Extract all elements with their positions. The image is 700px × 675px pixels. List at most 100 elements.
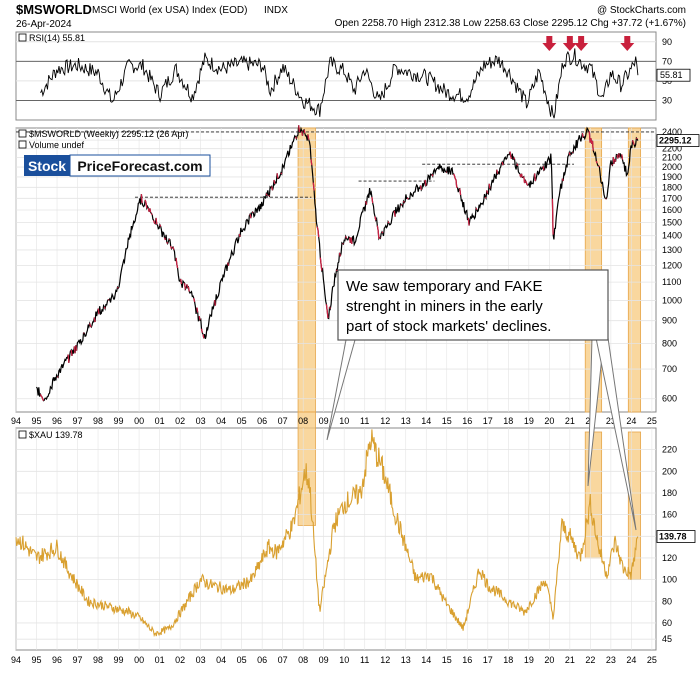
xau-x-tick-label: 00 bbox=[134, 655, 144, 665]
rsi-layer: 55.81 bbox=[40, 48, 691, 119]
xau-layer: 139.78 bbox=[15, 429, 696, 638]
price-y-tick-label: 900 bbox=[662, 316, 677, 326]
price-x-tick-label: 19 bbox=[524, 416, 534, 426]
price-x-tick-label: 95 bbox=[32, 416, 42, 426]
price-y-tick-label: 1300 bbox=[662, 245, 682, 255]
xau-x-tick-label: 12 bbox=[380, 655, 390, 665]
xau-x-tick-label: 19 bbox=[524, 655, 534, 665]
price-y-tick-label: 2100 bbox=[662, 153, 682, 163]
red-arrow-marker bbox=[542, 36, 557, 51]
price-x-tick-label: 12 bbox=[380, 416, 390, 426]
price-x-tick-label: 10 bbox=[339, 416, 349, 426]
logo-left-block bbox=[24, 155, 70, 176]
logo-right-block bbox=[69, 154, 211, 177]
xau-x-tick-label: 08 bbox=[298, 655, 308, 665]
xau-x-tick-label: 97 bbox=[73, 655, 83, 665]
price-x-axis: 94 95 96 97 98 99 00 01 02 03 04 05 06 07 08 09 10 11 12 13… bbox=[11, 416, 657, 426]
xau-x-tick-label: 06 bbox=[257, 655, 267, 665]
price-x-tick-label: 97 bbox=[73, 416, 83, 426]
price-x-tick-label: 04 bbox=[216, 416, 226, 426]
price-y-tick-label: 1800 bbox=[662, 182, 682, 192]
price-title-text: $MSWORLD (Weekly) 2295.12 (26 Apr) bbox=[29, 129, 188, 139]
xau-y-tick-label: 120 bbox=[662, 553, 677, 563]
xau-y-tick-label: 180 bbox=[662, 488, 677, 498]
ohlc-label: Open 2258.70 High 2312.38 Low 2258.63 Cl… bbox=[335, 18, 686, 29]
logo-text-stock: Stock bbox=[28, 158, 66, 174]
price-x-tick-label: 01 bbox=[155, 416, 165, 426]
xau-title: $XAU 139.78 bbox=[18, 430, 83, 440]
price-y-tick-label: 600 bbox=[662, 394, 677, 404]
rsi-arrows bbox=[542, 36, 635, 51]
price-title-marker bbox=[18, 129, 27, 138]
price-x-tick-label: 11 bbox=[360, 416, 369, 426]
red-arrow-marker bbox=[620, 36, 635, 51]
rsi-series-line bbox=[40, 48, 639, 119]
xau-x-tick-label: 10 bbox=[339, 655, 349, 665]
rsi-title-marker bbox=[18, 33, 27, 42]
xau-x-tick-label: 07 bbox=[278, 655, 288, 665]
price-x-tick-label: 18 bbox=[503, 416, 513, 426]
price-layer: 2295.12 bbox=[35, 125, 700, 402]
xau-panel-frame bbox=[15, 427, 657, 651]
price-y-tick-label: 1500 bbox=[662, 217, 682, 227]
price-last-value-label: 2295.12 bbox=[659, 136, 692, 146]
price-x-tick-label: 06 bbox=[257, 416, 267, 426]
xau-y-tick-label: 60 bbox=[662, 618, 672, 628]
xau-last-value-box bbox=[656, 530, 696, 543]
xau-x-tick-label: 09 bbox=[319, 655, 329, 665]
volume-title-text: Volume undef bbox=[29, 140, 85, 150]
price-y-tick-label: 1700 bbox=[662, 193, 682, 203]
xau-y-tick-label: 200 bbox=[662, 466, 677, 476]
price-x-tick-label: 21 bbox=[565, 416, 575, 426]
xau-x-tick-label: 16 bbox=[462, 655, 472, 665]
price-x-tick-label: 14 bbox=[421, 416, 431, 426]
xau-title-text: $XAU 139.78 bbox=[29, 430, 83, 440]
price-y-tick-label: 2200 bbox=[662, 144, 682, 154]
xau-x-tick-label: 03 bbox=[196, 655, 206, 665]
xau-highlight-band bbox=[584, 431, 603, 559]
xau-y-tick-label: 45 bbox=[662, 634, 672, 644]
rsi-last-value-box bbox=[656, 68, 691, 82]
price-title: $MSWORLD (Weekly) 2295.12 (26 Apr) Volum… bbox=[18, 129, 188, 150]
price-x-tick-label: 98 bbox=[93, 416, 103, 426]
xau-y-tick-label: 220 bbox=[662, 445, 677, 455]
callout-box bbox=[337, 269, 609, 341]
price-x-tick-label: 00 bbox=[134, 416, 144, 426]
chart-header: $MSWORLD MSCI World (ex USA) Index (EOD)… bbox=[16, 2, 686, 30]
xau-series-line bbox=[15, 429, 639, 638]
date-label: 26-Apr-2024 bbox=[16, 19, 72, 30]
price-x-tick-label: 23 bbox=[606, 416, 616, 426]
rsi-title: RSI(14) 55.81 bbox=[18, 33, 85, 43]
price-x-tick-label: 03 bbox=[196, 416, 206, 426]
price-x-tick-label: 05 bbox=[237, 416, 247, 426]
rsi-y-tick-label: 90 bbox=[662, 37, 672, 47]
price-x-tick-label: 25 bbox=[647, 416, 657, 426]
price-y-tick-label: 700 bbox=[662, 364, 677, 374]
xau-x-tick-label: 05 bbox=[237, 655, 247, 665]
callout-line-3: part of stock markets' declines. bbox=[346, 318, 551, 335]
logo-text-domain: PriceForecast.com bbox=[77, 158, 202, 174]
xau-last-value-label: 139.78 bbox=[659, 532, 687, 542]
red-arrow-marker bbox=[562, 36, 577, 51]
xau-x-tick-label: 01 bbox=[155, 655, 165, 665]
red-arrow-marker bbox=[574, 36, 589, 51]
xau-y-tick-label: 160 bbox=[662, 510, 677, 520]
stockpriceforecast-logo: Stock PriceForecast.com bbox=[24, 154, 211, 177]
xau-x-tick-label: 21 bbox=[565, 655, 575, 665]
xau-x-tick-label: 02 bbox=[175, 655, 185, 665]
exchange-label: INDX bbox=[264, 5, 288, 16]
price-y-tick-label: 1200 bbox=[662, 260, 682, 270]
rsi-panel-frame bbox=[15, 31, 657, 121]
xau-x-tick-label: 98 bbox=[93, 655, 103, 665]
rsi-last-value-label: 55.81 bbox=[660, 70, 683, 80]
xau-x-tick-label: 22 bbox=[585, 655, 595, 665]
rsi-y-tick-label: 30 bbox=[662, 95, 672, 105]
price-x-tick-label: 02 bbox=[175, 416, 185, 426]
xau-x-tick-label: 13 bbox=[401, 655, 411, 665]
price-x-tick-label: 08 bbox=[298, 416, 308, 426]
xau-x-tick-label: 04 bbox=[216, 655, 226, 665]
symbol-label: $MSWORLD bbox=[16, 2, 92, 17]
xau-x-tick-label: 14 bbox=[421, 655, 431, 665]
price-x-tick-label: 20 bbox=[544, 416, 554, 426]
